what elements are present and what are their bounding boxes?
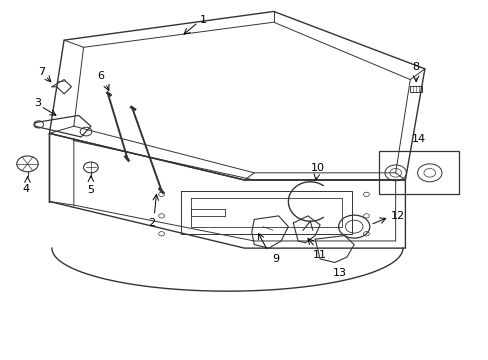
Bar bbox=[409, 86, 422, 92]
Text: 2: 2 bbox=[148, 218, 155, 228]
Text: 10: 10 bbox=[310, 163, 324, 173]
Text: 4: 4 bbox=[22, 184, 30, 194]
Text: 3: 3 bbox=[34, 98, 41, 108]
Text: 1: 1 bbox=[199, 15, 206, 26]
Text: 11: 11 bbox=[312, 250, 326, 260]
Bar bbox=[378, 151, 458, 194]
Text: 14: 14 bbox=[411, 134, 425, 144]
Text: 6: 6 bbox=[97, 71, 104, 81]
Text: 8: 8 bbox=[412, 62, 419, 72]
Text: 12: 12 bbox=[390, 211, 404, 221]
Text: 9: 9 bbox=[272, 253, 279, 264]
Text: 5: 5 bbox=[87, 185, 94, 195]
Text: 7: 7 bbox=[39, 67, 45, 77]
Text: 13: 13 bbox=[332, 268, 346, 278]
